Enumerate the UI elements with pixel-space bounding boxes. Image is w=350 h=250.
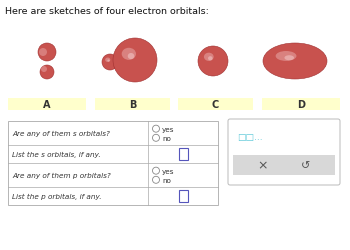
Text: Here are sketches of four electron orbitals:: Here are sketches of four electron orbit… <box>5 7 209 16</box>
Ellipse shape <box>128 54 134 60</box>
Text: A: A <box>43 100 51 110</box>
Text: List the s orbitals, if any.: List the s orbitals, if any. <box>12 151 101 158</box>
Text: B: B <box>129 100 136 110</box>
Text: no: no <box>162 135 171 141</box>
Text: C: C <box>212 100 219 110</box>
Text: ↺: ↺ <box>301 160 310 170</box>
FancyBboxPatch shape <box>178 190 188 202</box>
Text: Are any of them p orbitals?: Are any of them p orbitals? <box>12 172 111 178</box>
Ellipse shape <box>105 58 110 63</box>
Text: List the p orbitals, if any.: List the p orbitals, if any. <box>12 193 102 199</box>
Text: no: no <box>162 177 171 183</box>
Ellipse shape <box>276 52 296 62</box>
FancyBboxPatch shape <box>262 98 340 110</box>
Ellipse shape <box>263 44 327 80</box>
Ellipse shape <box>38 44 56 62</box>
Ellipse shape <box>39 49 47 57</box>
FancyBboxPatch shape <box>8 122 218 205</box>
Ellipse shape <box>122 48 136 61</box>
Ellipse shape <box>198 47 228 77</box>
FancyBboxPatch shape <box>178 148 188 160</box>
Text: □□...: □□... <box>237 133 262 142</box>
Text: yes: yes <box>162 168 175 174</box>
FancyBboxPatch shape <box>178 98 253 110</box>
Ellipse shape <box>40 66 54 80</box>
Ellipse shape <box>204 54 214 62</box>
FancyBboxPatch shape <box>95 98 170 110</box>
Text: yes: yes <box>162 126 175 132</box>
Ellipse shape <box>107 60 110 62</box>
Ellipse shape <box>41 67 47 73</box>
Text: Are any of them s orbitals?: Are any of them s orbitals? <box>12 130 110 136</box>
Text: ×: × <box>257 159 268 172</box>
Ellipse shape <box>102 55 118 71</box>
FancyBboxPatch shape <box>233 156 335 175</box>
FancyBboxPatch shape <box>8 98 86 110</box>
Ellipse shape <box>285 56 294 61</box>
FancyBboxPatch shape <box>228 120 340 185</box>
Text: D: D <box>297 100 305 110</box>
Ellipse shape <box>113 39 157 83</box>
Ellipse shape <box>208 57 212 61</box>
